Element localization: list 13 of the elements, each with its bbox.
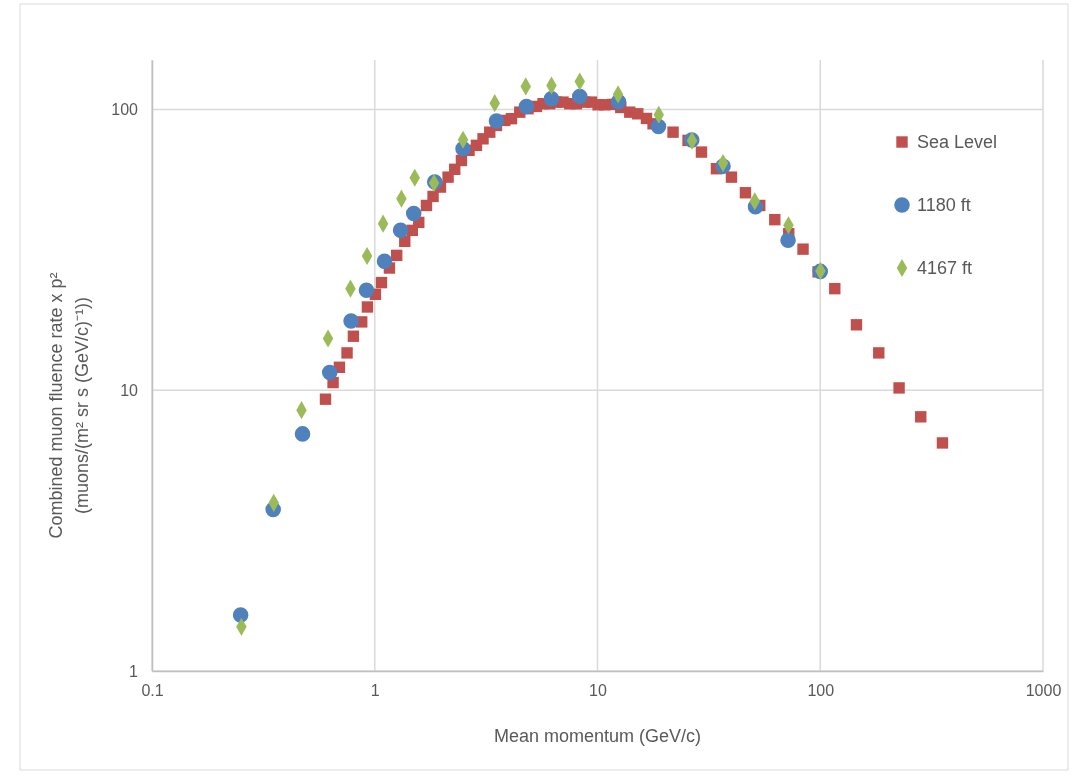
y-tick-label: 1 — [129, 662, 139, 680]
x-tick-label: 0.1 — [141, 682, 164, 700]
x-tick-label: 1 — [370, 682, 380, 700]
x-tick-label: 10 — [589, 682, 607, 700]
y-tick-label: 10 — [120, 381, 139, 399]
x-tick-label: 1000 — [1025, 682, 1062, 700]
legend-label: Sea Level — [917, 132, 998, 152]
y-axis-title: Combined muon fluence rate x p² (muons/(m² sr s (GeV/c)⁻¹)) — [46, 272, 92, 539]
x-tick-label: 100 — [807, 682, 835, 700]
y-tick-label: 100 — [111, 101, 139, 119]
x-axis-title: Mean momentum (GeV/c) — [493, 726, 702, 746]
legend-label: 1180 ft — [917, 195, 971, 215]
legend-label: 4167 ft — [917, 258, 973, 278]
